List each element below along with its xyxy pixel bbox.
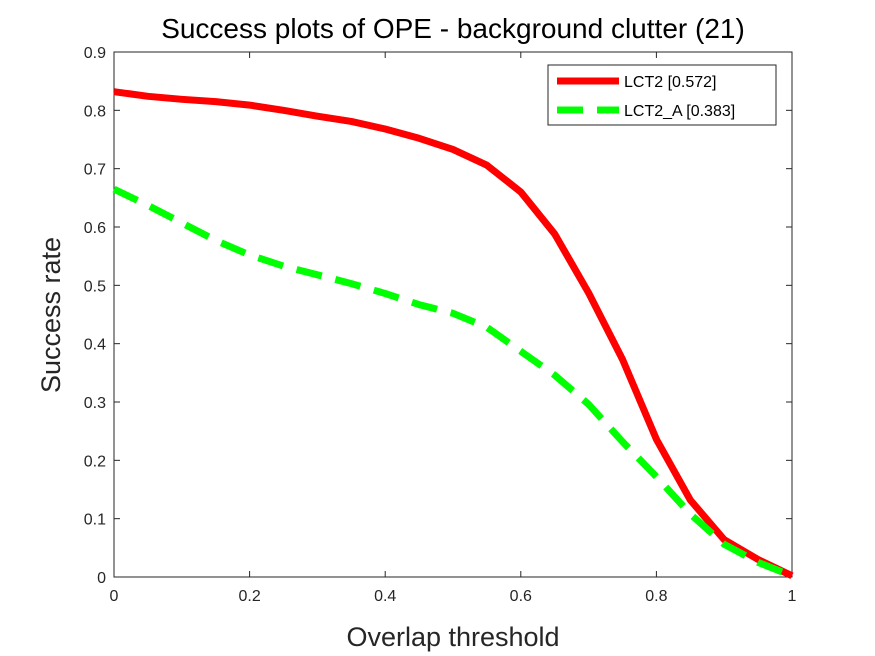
x-tick-label-1: 0.2: [238, 588, 260, 605]
y-axis-label: Success rate: [36, 237, 66, 393]
y-tick-label-9: 0.9: [84, 45, 106, 62]
series-layer: [112, 88, 794, 580]
x-tick-label-0: 0: [110, 588, 119, 605]
legend-box: [547, 64, 777, 126]
x-tick-label-3: 0.6: [510, 588, 532, 605]
legend-label-lct2: LCT2 [0.572]: [624, 74, 717, 91]
x-tick-label-2: 0.4: [374, 588, 396, 605]
y-tick-label-0: 0: [97, 570, 106, 587]
y-tick-label-8: 0.8: [84, 103, 106, 120]
y-tick-label-2: 0.2: [84, 453, 106, 470]
y-tick-label-5: 0.5: [84, 278, 106, 295]
legend: LCT2 [0.572] LCT2_A [0.383]: [547, 64, 777, 126]
axis-ticks: 0 0.2 0.4 0.6 0.8 1 0 0.1 0.2 0.3 0.4 0.5 0.6 0.7 0.8 0…: [84, 45, 797, 605]
series-line-1: [112, 185, 794, 580]
y-tick-label-3: 0.3: [84, 395, 106, 412]
y-tick-label-6: 0.6: [84, 220, 106, 237]
x-tick-label-5: 1: [788, 588, 797, 605]
x-axis-label: Overlap threshold: [346, 622, 559, 652]
y-tick-label-4: 0.4: [84, 337, 106, 354]
y-tick-label-7: 0.7: [84, 162, 106, 179]
legend-label-lct2-a: LCT2_A [0.383]: [624, 103, 735, 120]
y-tick-label-1: 0.1: [84, 512, 106, 529]
chart-title: Success plots of OPE - background clutte…: [161, 13, 745, 44]
x-tick-label-4: 0.8: [645, 588, 667, 605]
series-line-0: [113, 88, 794, 579]
